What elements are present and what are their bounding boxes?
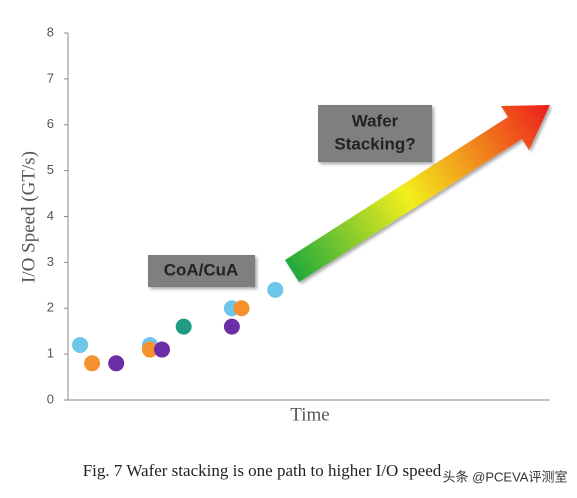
point: [108, 355, 125, 372]
annotation-box: [148, 255, 255, 287]
point: [175, 318, 192, 335]
annotation: Wafer: [352, 111, 399, 130]
y-tick-label: 5: [47, 162, 54, 177]
point: [233, 300, 250, 317]
y-tick-label: 6: [47, 116, 54, 131]
point: [84, 355, 101, 372]
annotation: Stacking?: [334, 134, 415, 153]
y-tick-label: 8: [47, 24, 54, 39]
caption: Fig. 7 Wafer stacking is one path to hig…: [83, 461, 442, 480]
annotation-box: [318, 105, 432, 162]
y-tick-label: 3: [47, 254, 54, 269]
annotation: CoA/CuA: [164, 260, 239, 279]
watermark: 头条 @PCEVA评测室: [443, 469, 568, 484]
point: [153, 341, 170, 358]
point: [72, 336, 89, 353]
y-tick-label: 4: [47, 208, 54, 223]
point: [141, 341, 158, 358]
point: [267, 281, 284, 298]
y-tick-label: 7: [47, 70, 54, 85]
trend-arrow: [285, 105, 550, 282]
x-axis-label: Time: [290, 404, 329, 425]
point: [223, 318, 240, 335]
y-tick-label: 1: [47, 346, 54, 361]
y-tick-label: 0: [47, 391, 54, 406]
y-tick-label: 2: [47, 300, 54, 315]
y-axis-label: I/O Speed (GT/s): [18, 151, 39, 283]
